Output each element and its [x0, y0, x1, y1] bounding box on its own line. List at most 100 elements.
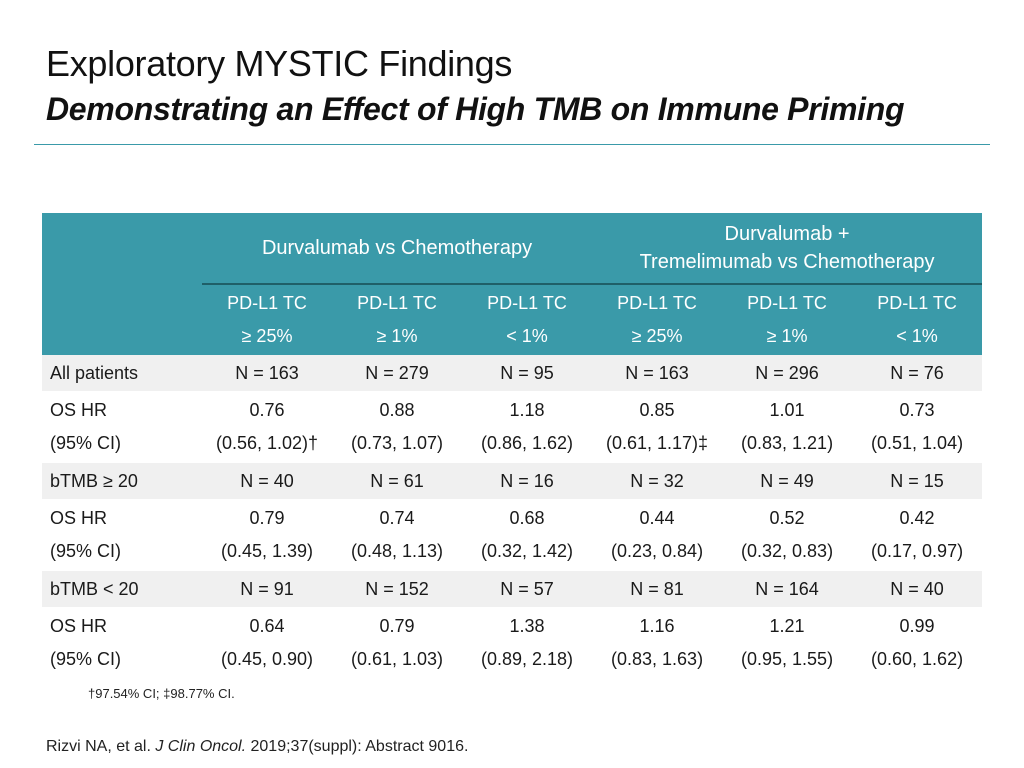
ci-value: (0.95, 1.55)	[741, 649, 834, 669]
subheader-cell: PD-L1 TC ≥ 25%	[202, 284, 332, 355]
ci-value: (0.83, 1.21)	[741, 433, 834, 453]
subheader-row: PD-L1 TC ≥ 25% PD-L1 TC ≥ 1% PD-L1 TC < 1% PD-…	[42, 284, 983, 355]
hr-cell: 1.38 (0.89, 2.18)	[462, 607, 593, 679]
ci-value: (0.17, 0.97)	[871, 541, 964, 561]
row-label-line: OS HR	[50, 400, 108, 420]
n-cell: N = 15	[852, 463, 983, 499]
subheader-cell: PD-L1 TC < 1%	[852, 284, 983, 355]
subheader-line: ≥ 1%	[766, 326, 808, 346]
hr-cell: 0.64 (0.45, 0.90)	[202, 607, 332, 679]
ci-value: (0.73, 1.07)	[350, 433, 444, 453]
n-cell: N = 49	[722, 463, 853, 499]
hr-cell: 0.88 (0.73, 1.07)	[332, 391, 462, 463]
hr-value: 0.99	[899, 616, 935, 636]
row-label-line: (95% CI)	[50, 649, 122, 669]
group-header-line: Durvalumab +	[724, 223, 850, 245]
hr-value: 0.88	[379, 400, 415, 420]
subheader-line: ≥ 25%	[631, 326, 683, 346]
hr-cell: 1.18 (0.86, 1.62)	[462, 391, 593, 463]
corner-header-cell	[42, 213, 202, 355]
slide-subtitle: Demonstrating an Effect of High TMB on I…	[46, 91, 905, 127]
citation-details: 2019;37(suppl): Abstract 9016.	[246, 738, 469, 755]
hr-value: 0.42	[899, 508, 935, 528]
n-cell: N = 57	[462, 571, 593, 607]
row-label: OS HR (95% CI)	[42, 391, 202, 463]
n-cell: N = 91	[202, 571, 332, 607]
hr-cell: 1.21 (0.95, 1.55)	[722, 607, 853, 679]
subheader-cell: PD-L1 TC < 1%	[462, 284, 593, 355]
subheader-line: PD-L1 TC	[747, 293, 827, 313]
hr-value: 0.52	[769, 508, 805, 528]
subheader-line: ≥ 1%	[376, 326, 418, 346]
n-cell: N = 40	[852, 571, 983, 607]
citation-authors: Rizvi NA, et al.	[46, 738, 156, 755]
group-header-line: Tremelimumab vs Chemotherapy	[639, 251, 935, 273]
hr-value: 1.16	[639, 616, 675, 636]
hr-value: 0.44	[639, 508, 675, 528]
row-label-line: (95% CI)	[50, 433, 122, 453]
n-cell: N = 16	[462, 463, 593, 499]
n-cell: N = 40	[202, 463, 332, 499]
subheader-line: ≥ 25%	[241, 326, 293, 346]
n-cell: N = 279	[332, 355, 462, 391]
subheader-line: PD-L1 TC	[487, 293, 567, 313]
hr-value: 1.01	[769, 400, 805, 420]
sample-size-row: bTMB ≥ 20 N = 40 N = 61 N = 16 N = 32 N = 49 N…	[42, 463, 983, 499]
n-cell: N = 61	[332, 463, 462, 499]
title-divider	[34, 144, 990, 145]
hr-cell: 0.74 (0.48, 1.13)	[332, 499, 462, 571]
subheader-line: PD-L1 TC	[617, 293, 697, 313]
hr-value: 0.79	[379, 616, 415, 636]
subheader-cell: PD-L1 TC ≥ 25%	[592, 284, 723, 355]
hazard-ratio-row: OS HR (95% CI) 0.79 (0.45, 1.39) 0.74 (0.48, …	[42, 499, 983, 571]
group-header-row: Durvalumab vs Chemotherapy Durvalumab + …	[42, 213, 983, 355]
ci-value: (0.61, 1.17)‡	[605, 433, 709, 453]
hr-value: 1.38	[509, 616, 545, 636]
ci-value: (0.56, 1.02)†	[215, 433, 319, 453]
subheader-cell: PD-L1 TC ≥ 1%	[332, 284, 462, 355]
results-table: Durvalumab vs Chemotherapy Durvalumab + …	[42, 213, 983, 679]
hr-value: 0.76	[249, 400, 285, 420]
hr-cell: 1.01 (0.83, 1.21)	[722, 391, 853, 463]
subheader-line: PD-L1 TC	[227, 293, 307, 313]
hr-value: 0.79	[249, 508, 285, 528]
n-cell: N = 296	[722, 355, 853, 391]
hr-cell: 0.73 (0.51, 1.04)	[852, 391, 983, 463]
subheader-line: < 1%	[506, 326, 548, 346]
subheader-line: < 1%	[896, 326, 938, 346]
ci-value: (0.32, 0.83)	[741, 541, 834, 561]
hr-cell: 1.16 (0.83, 1.63)	[592, 607, 723, 679]
hr-value: 1.21	[769, 616, 805, 636]
ci-value: (0.48, 1.13)	[350, 541, 444, 561]
sample-size-row: All patients N = 163 N = 279 N = 95 N = 163 N…	[42, 355, 983, 391]
row-label: bTMB ≥ 20	[42, 463, 202, 499]
ci-value: (0.83, 1.63)	[611, 649, 704, 669]
ci-value: (0.23, 0.84)	[611, 541, 704, 561]
subheader-line: PD-L1 TC	[877, 293, 957, 313]
ci-value: (0.51, 1.04)	[871, 433, 964, 453]
subheader-line: PD-L1 TC	[357, 293, 437, 313]
row-label: OS HR (95% CI)	[42, 499, 202, 571]
ci-value: (0.45, 0.90)	[220, 649, 314, 669]
hr-cell: 0.99 (0.60, 1.62)	[852, 607, 983, 679]
sample-size-row: bTMB < 20 N = 91 N = 152 N = 57 N = 81 N = 16…	[42, 571, 983, 607]
ci-value: (0.60, 1.62)	[871, 649, 964, 669]
hr-value: 0.73	[899, 400, 935, 420]
hr-cell: 0.76 (0.56, 1.02)†	[202, 391, 332, 463]
hr-cell: 0.79 (0.45, 1.39)	[202, 499, 332, 571]
n-cell: N = 152	[332, 571, 462, 607]
n-cell: N = 163	[592, 355, 723, 391]
hr-value: 1.18	[509, 400, 545, 420]
hazard-ratio-row: OS HR (95% CI) 0.64 (0.45, 0.90) 0.79 (0.61, …	[42, 607, 983, 679]
hr-cell: 0.79 (0.61, 1.03)	[332, 607, 462, 679]
ci-value: (0.45, 1.39)	[220, 541, 314, 561]
results-table-container: Durvalumab vs Chemotherapy Durvalumab + …	[42, 213, 983, 679]
hr-value: 0.74	[379, 508, 415, 528]
n-cell: N = 95	[462, 355, 593, 391]
hr-cell: 0.42 (0.17, 0.97)	[852, 499, 983, 571]
hazard-ratio-row: OS HR (95% CI) 0.76 (0.56, 1.02)† 0.88 (0.73,…	[42, 391, 983, 463]
slide-title: Exploratory MYSTIC Findings	[46, 43, 513, 84]
ci-value: (0.86, 1.62)	[480, 433, 574, 453]
hr-cell: 0.85 (0.61, 1.17)‡	[592, 391, 723, 463]
footnote: †97.54% CI; ‡98.77% CI.	[88, 686, 235, 701]
